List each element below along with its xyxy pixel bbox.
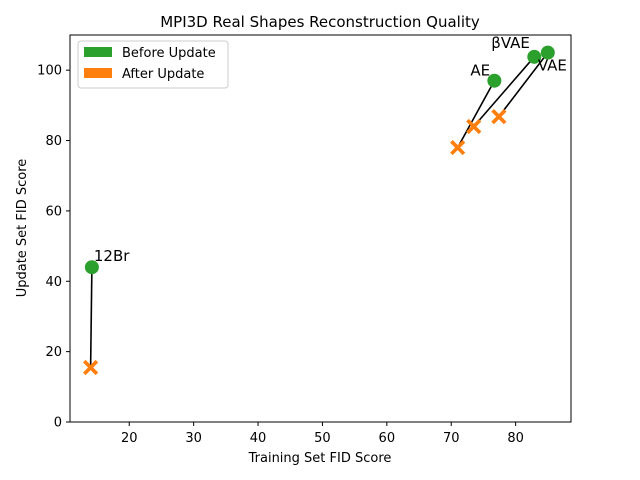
y-tick-label: 40: [45, 275, 62, 290]
after-update-marker: [466, 118, 482, 135]
x-axis-ticks: 20 30 40 50 60 70 80: [121, 422, 524, 446]
model-annotation: 12Br: [94, 247, 130, 265]
x-tick-label: 30: [185, 431, 202, 446]
before-update-marker: [487, 73, 502, 88]
y-tick-label: 60: [45, 204, 62, 219]
before-update-marker: [84, 260, 99, 275]
x-tick-label: 50: [314, 431, 331, 446]
after-update-marker: [491, 109, 507, 125]
connector-line: [89, 267, 93, 368]
connector-line: [498, 52, 549, 118]
after-update-marker: [83, 359, 99, 376]
x-axis-label: Training Set FID Score: [248, 451, 392, 466]
x-tick-label: 80: [507, 431, 524, 446]
chart-title: MPI3D Real Shapes Reconstruction Quality: [160, 13, 480, 31]
legend-swatch: [84, 68, 112, 78]
model-annotation: AE: [470, 62, 490, 80]
y-tick-label: 0: [54, 416, 62, 431]
before-update-marker: [527, 49, 542, 64]
y-tick-label: 80: [45, 134, 62, 149]
connector-line: [473, 56, 535, 127]
legend: Before Update After Update: [77, 40, 229, 89]
axes-frame: [69, 34, 572, 423]
legend-swatch: [84, 47, 112, 57]
legend-box: [77, 40, 229, 89]
model-annotation: βVAE: [491, 34, 530, 52]
y-axis-label: Update Set FID Score: [15, 159, 30, 298]
legend-label: After Update: [122, 67, 204, 82]
connector-lines: [89, 52, 549, 368]
x-tick-label: 60: [379, 431, 396, 446]
after-update-marker: [450, 139, 466, 156]
y-tick-label: 20: [45, 345, 62, 360]
connector-line: [456, 80, 496, 148]
x-tick-label: 70: [443, 431, 460, 446]
y-axis-ticks: 0 20 40 60 80 100: [37, 64, 70, 431]
data-markers: [83, 45, 555, 376]
y-tick-label: 100: [37, 64, 62, 79]
x-tick-label: 40: [250, 431, 267, 446]
x-tick-label: 20: [121, 431, 138, 446]
before-update-marker: [540, 45, 555, 60]
legend-label: Before Update: [122, 46, 216, 61]
model-annotation: VAE: [538, 57, 567, 75]
